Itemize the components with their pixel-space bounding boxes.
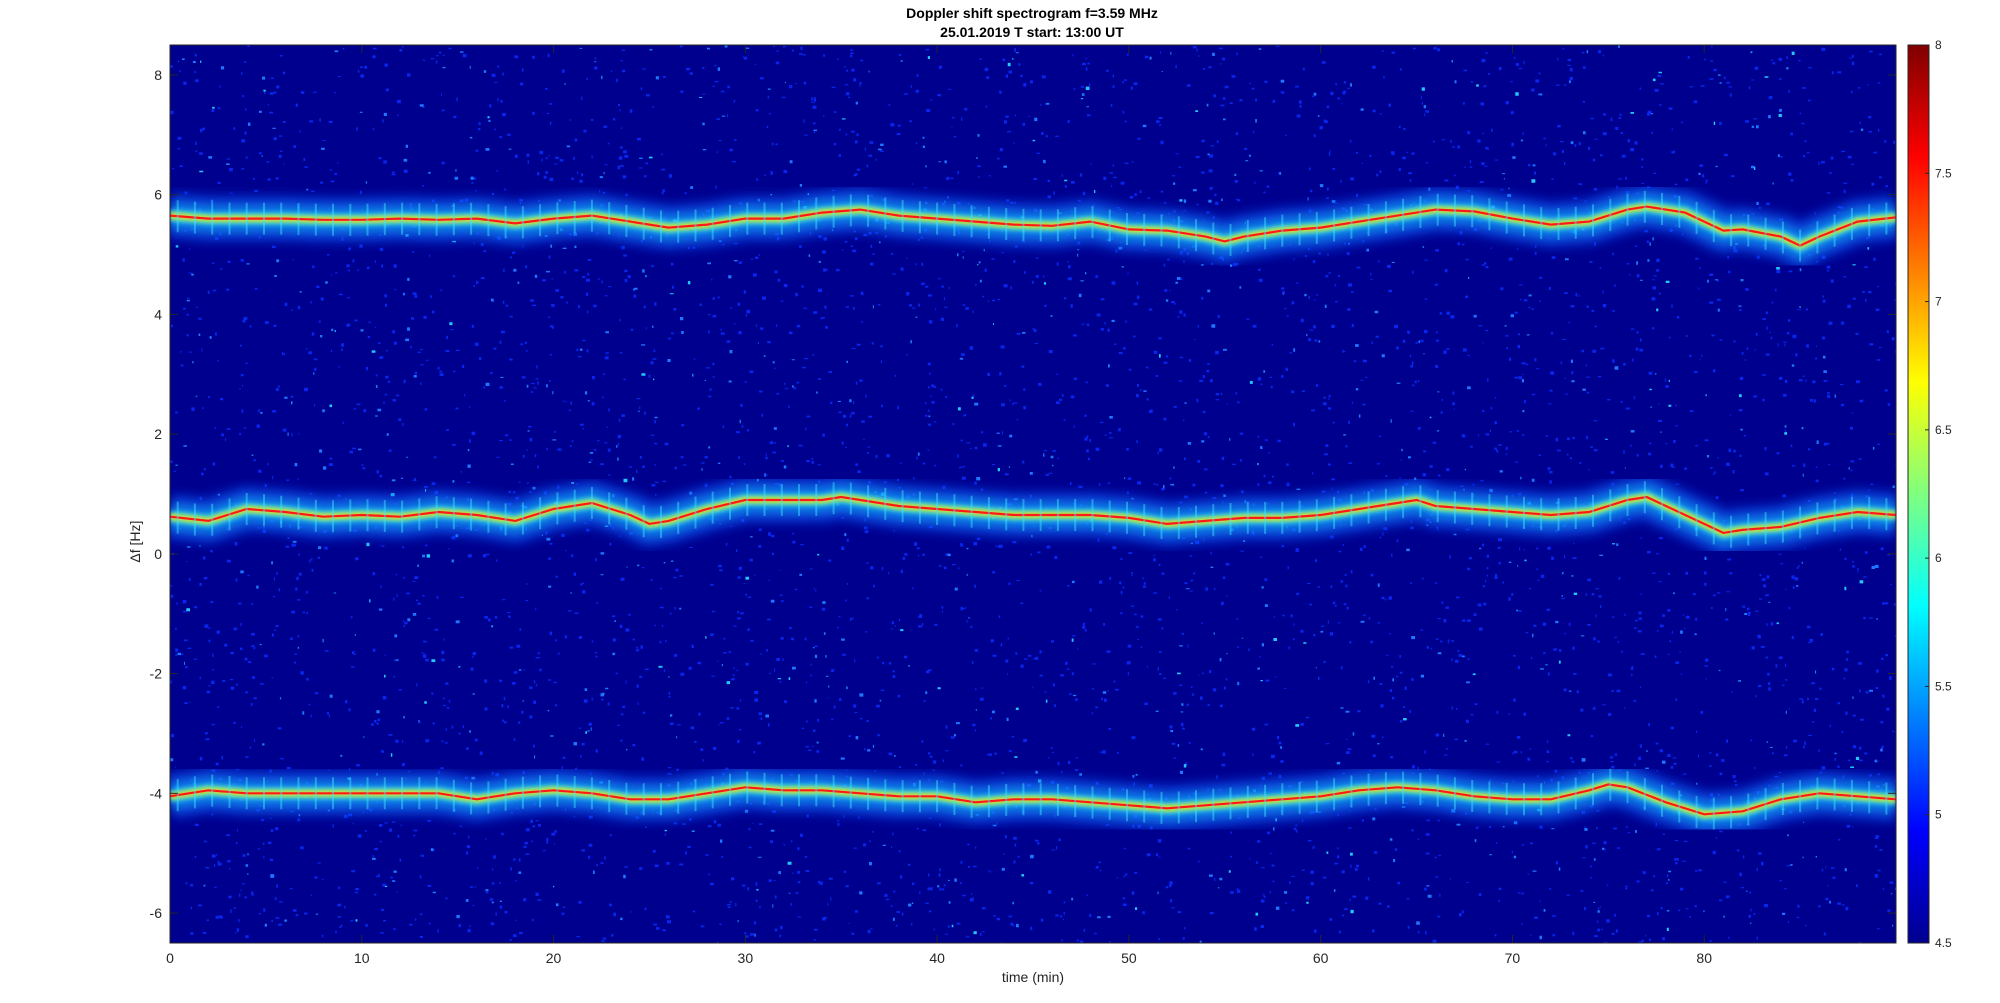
y-tick-label: 8 [154, 67, 162, 83]
y-tick-label: 4 [154, 306, 162, 322]
y-tick-label: -2 [150, 666, 163, 682]
plot-area [169, 44, 1897, 944]
x-tick-label: 30 [738, 950, 754, 966]
colorbar-tick-label: 7 [1935, 295, 1942, 309]
colorbar-tick-label: 4.5 [1935, 936, 1952, 950]
y-tick-label: 6 [154, 187, 162, 203]
y-axis-label: Δf [Hz] [127, 521, 143, 563]
trace-3-pulses [176, 768, 1888, 830]
x-tick-label: 0 [166, 950, 174, 966]
x-tick-label: 70 [1505, 950, 1521, 966]
x-tick-label: 20 [546, 950, 562, 966]
y-tick-label: 2 [154, 426, 162, 442]
colorbar-tick-label: 6 [1935, 551, 1942, 565]
trace-2-pulses [176, 481, 1888, 548]
y-tick-label: 0 [154, 546, 162, 562]
y-tick-label: -4 [150, 785, 163, 801]
trace-1-line [170, 205, 1896, 247]
y-tick-label: -6 [150, 905, 163, 921]
x-tick-label: 10 [354, 950, 370, 966]
x-axis: 0 10 20 30 40 50 60 70 80 [166, 45, 1712, 966]
chart-subtitle: 25.01.2019 T start: 13:00 UT [940, 24, 1124, 40]
trace-3 [170, 760, 1896, 838]
trace-2 [170, 473, 1896, 557]
colorbar-tick-label: 6.5 [1935, 423, 1952, 437]
doppler-traces [170, 183, 1896, 838]
trace-1-pulses [176, 190, 1888, 262]
y-axis: -6 -4 -2 0 2 4 6 8 [150, 67, 1896, 921]
colorbar-tick-label: 5.5 [1935, 679, 1952, 693]
colorbar-tick-label: 8 [1935, 38, 1942, 52]
colorbar-tick-label: 7.5 [1935, 166, 1952, 180]
x-tick-label: 80 [1696, 950, 1712, 966]
colorbar-gradient [1907, 44, 1930, 944]
trace-3-line [170, 783, 1896, 816]
trace-2-line [170, 495, 1896, 535]
x-tick-label: 40 [929, 950, 945, 966]
x-tick-label: 50 [1121, 950, 1137, 966]
colorbar-tick-label: 5 [1935, 808, 1942, 822]
x-tick-label: 60 [1313, 950, 1329, 966]
chart-title: Doppler shift spectrogram f=3.59 MHz [906, 5, 1158, 21]
colorbar: 4.5 5 5.5 6 6.5 7 7.5 8 [1907, 38, 1952, 950]
plot-frame [169, 44, 1897, 944]
trace-1 [170, 183, 1896, 272]
colorbar-ticks: 4.5 5 5.5 6 6.5 7 7.5 8 [1925, 38, 1952, 950]
x-axis-label: time (min) [1002, 969, 1064, 985]
